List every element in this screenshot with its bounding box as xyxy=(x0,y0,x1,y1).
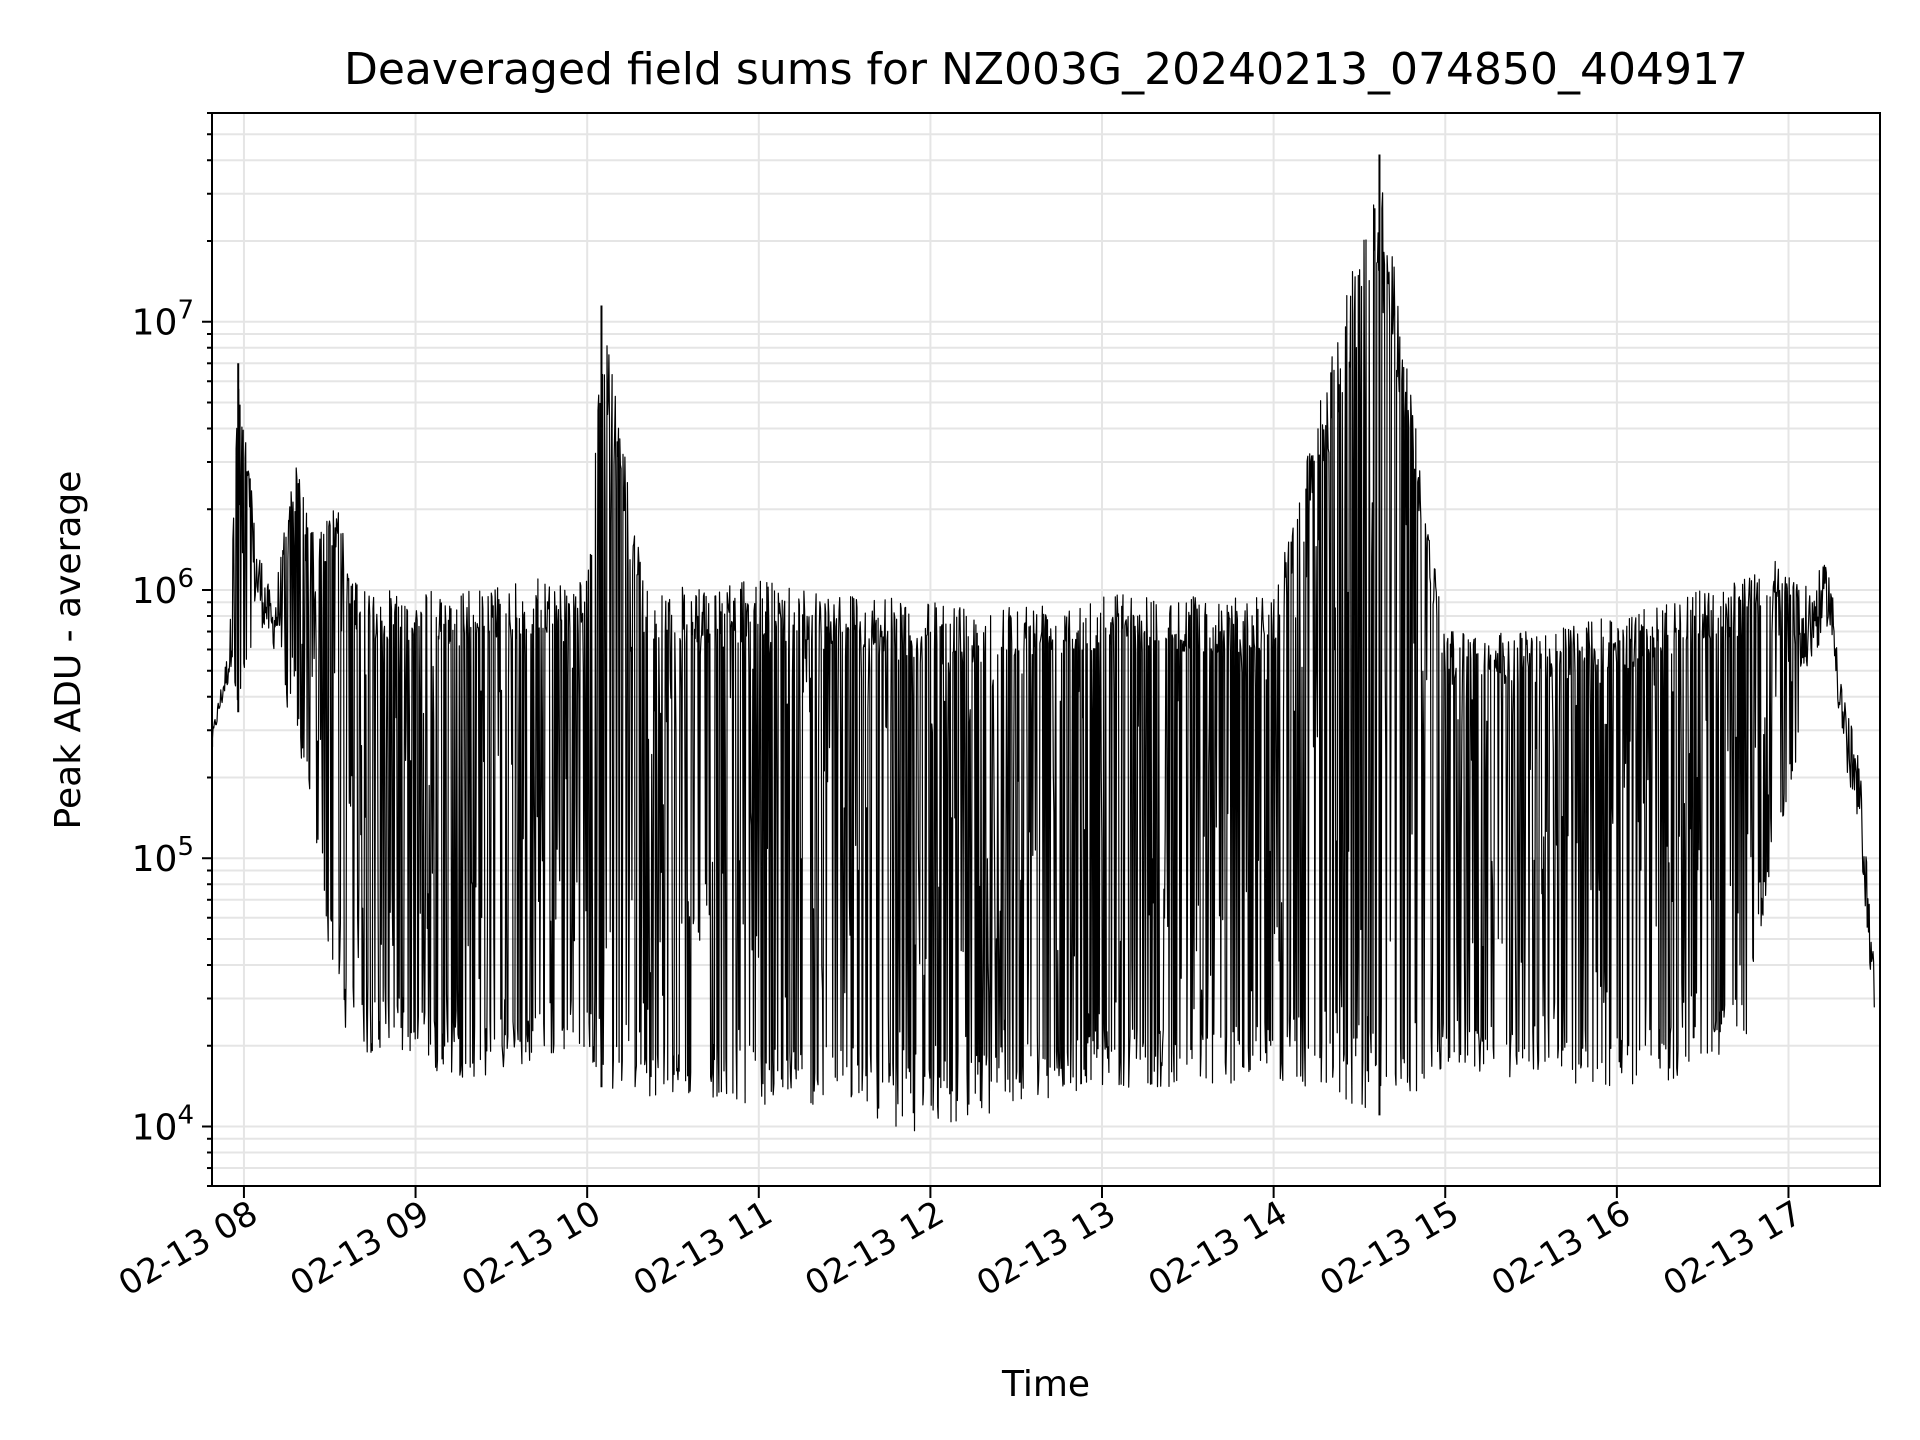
chart-title: Deaveraged field sums for NZ003G_2024021… xyxy=(344,44,1748,95)
y-tick-label: 104 xyxy=(132,1100,194,1148)
y-tick-exponent: 5 xyxy=(177,832,194,862)
y-tick-exponent: 7 xyxy=(177,296,194,326)
y-axis-label: Peak ADU - average xyxy=(48,471,89,830)
y-tick-base: 10 xyxy=(132,839,178,880)
data-line xyxy=(211,192,1875,1132)
x-axis-label: Time xyxy=(1001,1364,1090,1405)
y-tick-base: 10 xyxy=(132,571,178,612)
y-tick-base: 10 xyxy=(132,303,178,344)
y-tick-label: 106 xyxy=(132,564,194,612)
y-tick-exponent: 6 xyxy=(177,564,194,594)
y-tick-base: 10 xyxy=(132,1107,178,1148)
y-tick-label: 105 xyxy=(132,832,194,880)
y-tick-exponent: 4 xyxy=(177,1100,194,1130)
y-tick-label: 107 xyxy=(132,296,194,344)
data-series xyxy=(211,154,1875,1132)
